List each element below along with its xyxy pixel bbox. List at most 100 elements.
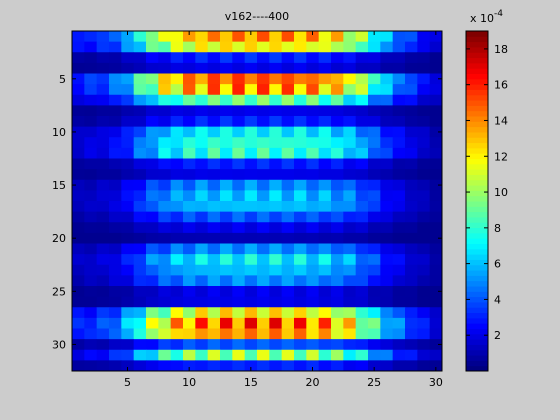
heatmap-cell (72, 296, 85, 308)
heatmap-cell (183, 307, 196, 319)
heatmap-cell (257, 31, 270, 43)
heatmap-cell (170, 62, 184, 74)
colorbar-segment (466, 89, 488, 96)
heatmap-cell (170, 169, 184, 181)
heatmap-cell (405, 137, 418, 149)
heatmap-cell (96, 243, 110, 255)
heatmap-cell (343, 105, 357, 117)
heatmap-cell (269, 190, 283, 202)
heatmap-cell (355, 73, 369, 85)
heatmap-cell (121, 307, 135, 319)
heatmap-cell (355, 147, 369, 159)
heatmap-cell (355, 307, 369, 319)
heatmap-cell (96, 94, 110, 106)
heatmap-cell (146, 62, 159, 74)
heatmap-cell (133, 190, 147, 202)
heatmap-cell (318, 73, 332, 85)
heatmap-cell (355, 349, 369, 361)
heatmap-cell (331, 62, 344, 74)
heatmap-cell (170, 31, 184, 43)
heatmap-cell (96, 52, 110, 64)
heatmap-cell (294, 201, 307, 213)
heatmap-cell (380, 286, 394, 298)
heatmap-cell (306, 286, 320, 298)
heatmap-cell (220, 264, 233, 276)
colorbar-frame (465, 30, 489, 372)
heatmap-cell (195, 137, 209, 149)
heatmap-cell (269, 31, 283, 43)
heatmap-cell (183, 158, 196, 170)
heatmap-cell (257, 243, 270, 255)
heatmap-cell (133, 31, 147, 43)
heatmap-cell (146, 307, 159, 319)
heatmap-cell (355, 179, 369, 191)
heatmap-cell (269, 201, 283, 213)
heatmap-cell (429, 137, 443, 149)
heatmap-cell (220, 243, 233, 255)
heatmap-cell (207, 243, 221, 255)
heatmap-cell (318, 211, 332, 223)
heatmap-cell (146, 254, 159, 266)
heatmap-cell (220, 116, 233, 128)
heatmap-cell (294, 147, 307, 159)
heatmap-cell (294, 116, 307, 128)
heatmap-cell (96, 222, 110, 234)
heatmap-cell (269, 169, 283, 181)
heatmap-cell (294, 222, 307, 234)
heatmap-cell (405, 62, 418, 74)
heatmap-cell (158, 275, 172, 287)
heatmap-cell (429, 286, 443, 298)
heatmap-cell (170, 116, 184, 128)
heatmap-cell (133, 232, 147, 244)
heatmap-cell (318, 137, 332, 149)
heatmap-cell (232, 147, 246, 159)
heatmap-cell (84, 190, 98, 202)
heatmap-cell (355, 41, 369, 53)
heatmap-cell (392, 360, 406, 372)
heatmap-cell (244, 211, 258, 223)
heatmap-cell (84, 254, 98, 266)
heatmap-cell (195, 307, 209, 319)
colorbar-segment (466, 62, 488, 69)
colorbar (466, 31, 488, 372)
heatmap-cell (158, 328, 172, 340)
heatmap-cell (405, 296, 418, 308)
heatmap-cell (195, 169, 209, 181)
heatmap-cell (158, 94, 172, 106)
heatmap-cell (109, 317, 122, 329)
heatmap-cell (170, 286, 184, 298)
heatmap-cell (195, 243, 209, 255)
heatmap-cell (232, 84, 246, 96)
heatmap-cell (294, 317, 307, 329)
heatmap-cell (133, 211, 147, 223)
heatmap-cell (392, 31, 406, 43)
heatmap-cell (109, 275, 122, 287)
heatmap-cell (244, 222, 258, 234)
colorbar-segment (466, 137, 488, 144)
heatmap-cell (331, 328, 344, 340)
heatmap-cell (269, 339, 283, 351)
heatmap-cell (121, 73, 135, 85)
heatmap-cell (269, 62, 283, 74)
heatmap-cell (195, 158, 209, 170)
heatmap-cell (244, 190, 258, 202)
heatmap-cell (232, 275, 246, 287)
heatmap-cell (207, 116, 221, 128)
heatmap-cell (121, 137, 135, 149)
heatmap-cell (183, 137, 196, 149)
heatmap-cell (355, 84, 369, 96)
heatmap-cell (429, 31, 443, 43)
heatmap-cell (146, 275, 159, 287)
heatmap-cell (405, 169, 418, 181)
heatmap-cell (207, 222, 221, 234)
colorbar-segment (466, 328, 488, 335)
heatmap-cell (195, 84, 209, 96)
heatmap-cell (392, 126, 406, 138)
heatmap-cell (281, 169, 295, 181)
heatmap-cell (318, 360, 332, 372)
heatmap-cell (331, 137, 344, 149)
colorbar-segment (466, 31, 488, 37)
heatmap-cell (294, 328, 307, 340)
heatmap-cell (158, 73, 172, 85)
heatmap-cell (306, 296, 320, 308)
